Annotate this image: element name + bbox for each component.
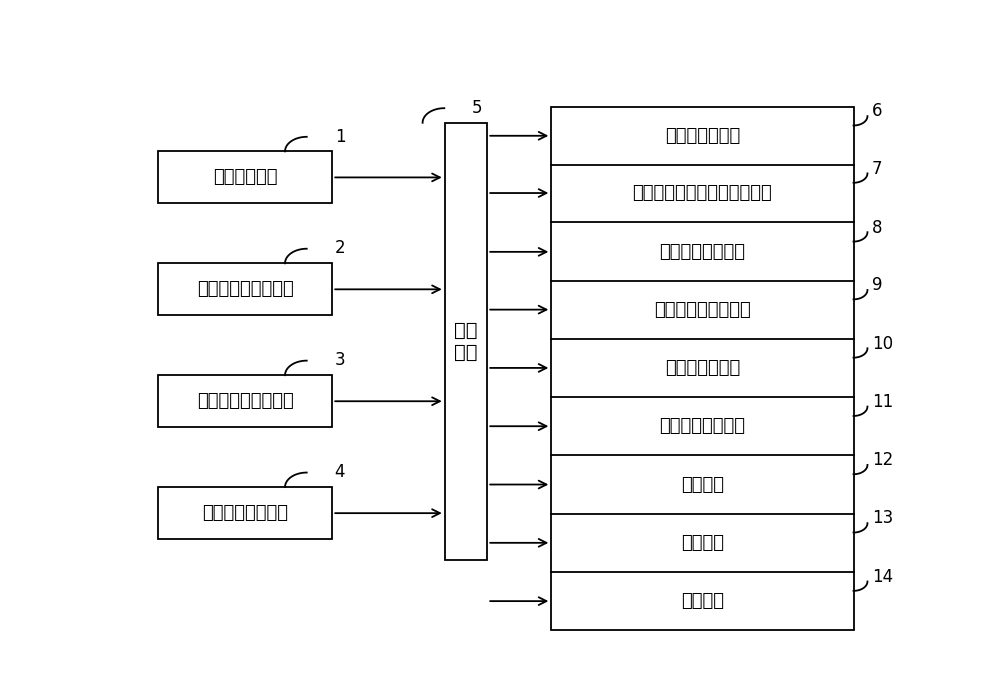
Bar (158, 264, 332, 315)
Text: 放射源活度测量模块: 放射源活度测量模块 (197, 392, 294, 410)
Bar (551, 107, 854, 630)
Bar (158, 487, 332, 539)
Text: 7: 7 (872, 160, 883, 178)
Text: 排列模块: 排列模块 (681, 534, 724, 552)
Text: 主控
模块: 主控 模块 (454, 321, 478, 362)
Text: 显示模块: 显示模块 (681, 592, 724, 610)
Text: 8: 8 (872, 218, 883, 237)
Bar (158, 151, 332, 203)
Text: 总照射量计算模块: 总照射量计算模块 (659, 243, 745, 261)
Text: 辐射场划分模块: 辐射场划分模块 (665, 359, 740, 377)
Text: 2: 2 (335, 239, 345, 258)
Text: 放射源活度排序模块: 放射源活度排序模块 (654, 301, 751, 318)
Text: 5: 5 (472, 99, 483, 117)
Text: 照射量计算模块: 照射量计算模块 (665, 127, 740, 145)
Text: 待辐射物品吸收剂量计算模块: 待辐射物品吸收剂量计算模块 (633, 184, 772, 202)
Text: 9: 9 (872, 276, 883, 294)
Text: 评价模块: 评价模块 (681, 475, 724, 493)
Text: 13: 13 (872, 510, 893, 527)
Text: 放射源能量获取模块: 放射源能量获取模块 (197, 281, 294, 298)
Text: 4: 4 (335, 463, 345, 481)
Text: 排列位置计算模块: 排列位置计算模块 (659, 417, 745, 435)
Text: 参数获取模块: 参数获取模块 (213, 168, 277, 187)
Text: 3: 3 (335, 352, 345, 369)
Bar (158, 375, 332, 427)
Text: 12: 12 (872, 451, 893, 469)
Text: 1: 1 (335, 128, 345, 145)
Text: 6: 6 (872, 103, 883, 120)
Bar (445, 123, 487, 560)
Text: 11: 11 (872, 393, 893, 411)
Text: 10: 10 (872, 335, 893, 353)
Text: 照射量率确定模块: 照射量率确定模块 (202, 504, 288, 522)
Text: 14: 14 (872, 568, 893, 586)
